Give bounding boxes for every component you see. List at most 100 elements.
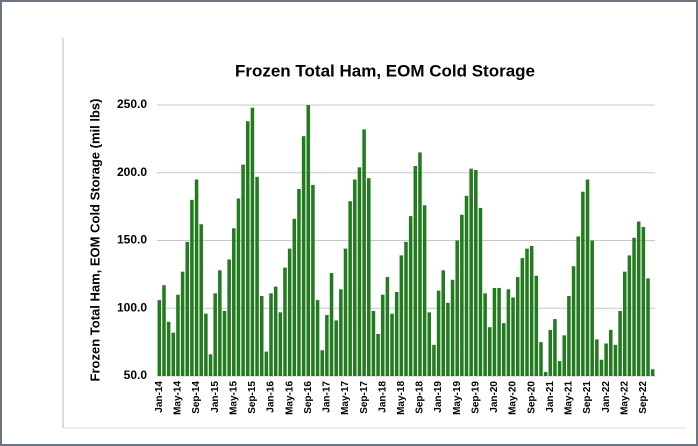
bar [418, 152, 422, 376]
bar [245, 121, 250, 376]
bar [506, 289, 511, 376]
y-tick-label: 200.0 [117, 165, 147, 179]
bar [441, 270, 446, 376]
bar [404, 241, 408, 376]
bar [539, 342, 543, 376]
x-tick-label: Sep-22 [638, 381, 649, 414]
bar [241, 164, 245, 376]
bar [199, 224, 203, 376]
y-tick-label: 100.0 [117, 300, 147, 314]
bar [571, 266, 576, 376]
bar [590, 240, 594, 376]
bar [408, 216, 413, 376]
bar [585, 179, 590, 376]
bar [320, 350, 324, 376]
bar [432, 344, 436, 376]
bar [613, 344, 618, 376]
bar [339, 289, 343, 376]
bar [166, 321, 171, 376]
bar [469, 168, 473, 376]
x-tick-label: Jan-19 [433, 381, 444, 413]
y-tick-label: 50.0 [124, 368, 148, 382]
bar [599, 359, 604, 376]
x-tick-label: Jan-20 [489, 381, 500, 413]
bar [208, 354, 213, 376]
y-axis-title: Frozen Total Ham, EOM Cold Storage (mil … [87, 99, 102, 382]
bar [483, 293, 487, 376]
bar [534, 275, 539, 376]
bar [329, 273, 334, 376]
bar [543, 371, 548, 376]
bar [464, 195, 469, 376]
x-tick-label: May-20 [508, 381, 519, 415]
chart-title: Frozen Total Ham, EOM Cold Storage [235, 61, 535, 80]
bar [529, 245, 534, 376]
x-tick-label: Jan-17 [322, 381, 333, 413]
x-tick-label: May-22 [619, 381, 630, 415]
bar [636, 221, 641, 376]
bar [520, 258, 525, 376]
bar [646, 278, 650, 376]
bar [311, 184, 315, 376]
bar [325, 315, 329, 376]
x-tick-label: Sep-17 [359, 381, 370, 414]
bar [157, 300, 162, 376]
bar [185, 241, 190, 376]
bar [315, 300, 320, 376]
bar [618, 310, 622, 376]
bar [455, 240, 459, 376]
bar [576, 236, 580, 376]
bar [627, 255, 632, 376]
y-tick-label: 250.0 [117, 97, 147, 111]
x-tick-label: Jan-22 [601, 381, 612, 413]
bar [380, 294, 385, 376]
bar [562, 335, 567, 376]
bar [641, 226, 646, 376]
x-tick-label: May-18 [396, 381, 407, 415]
bar [399, 255, 404, 376]
x-tick-label: Sep-15 [247, 381, 258, 414]
bar [427, 312, 432, 376]
x-tick-label: May-14 [173, 381, 184, 415]
bar [362, 129, 366, 376]
bar [511, 297, 515, 376]
bar [218, 270, 222, 376]
bar [222, 310, 227, 376]
bar [348, 201, 352, 376]
bar [287, 248, 292, 376]
bar [306, 105, 311, 376]
x-tick-label: May-17 [340, 381, 351, 415]
bar [609, 329, 613, 376]
bar [478, 207, 483, 376]
bar [259, 296, 264, 376]
bar [604, 343, 608, 376]
bar [488, 327, 492, 376]
bar [227, 259, 231, 376]
bar [497, 287, 501, 376]
bar [283, 267, 287, 376]
bar [371, 310, 376, 376]
y-tick-label: 150.0 [117, 233, 147, 247]
bar [515, 277, 520, 376]
bar [343, 248, 348, 376]
bar [525, 248, 529, 376]
x-tick-label: Jan-15 [210, 381, 221, 413]
bar [650, 369, 655, 376]
x-tick-label: Sep-21 [582, 381, 593, 414]
bar [436, 290, 441, 376]
bar [385, 277, 390, 376]
x-tick-label: May-19 [452, 381, 463, 415]
bar [557, 361, 562, 376]
bar [273, 286, 278, 376]
bar [595, 339, 599, 376]
x-tick-label: Sep-19 [470, 381, 481, 414]
bar [460, 214, 464, 376]
bar [292, 218, 297, 376]
bar [581, 191, 585, 376]
bar [297, 189, 301, 376]
bar [278, 312, 283, 376]
bar [180, 271, 185, 376]
bar [548, 329, 553, 376]
bar [269, 293, 273, 376]
x-tick-label: Sep-16 [303, 381, 314, 414]
